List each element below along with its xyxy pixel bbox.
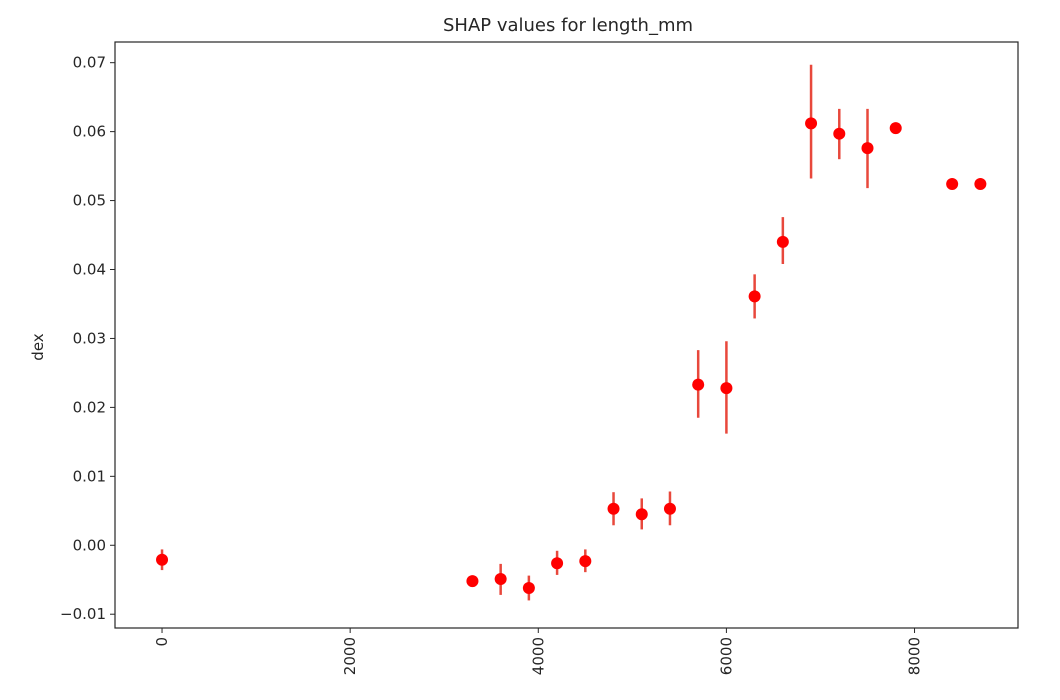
data-point (663, 502, 676, 515)
data-point (522, 582, 535, 595)
data-point (974, 178, 987, 191)
data-point (551, 557, 564, 570)
data-point (494, 573, 507, 586)
data-point (466, 575, 479, 588)
x-tick-label: 4000 (529, 637, 547, 675)
y-tick-label: 0.01 (73, 467, 106, 485)
x-tick-label: 0 (153, 637, 171, 647)
data-point (776, 235, 789, 248)
y-tick-label: −0.01 (60, 605, 106, 623)
x-tick-label: 8000 (906, 637, 924, 675)
data-point (946, 178, 959, 191)
y-tick-label: 0.05 (73, 192, 106, 210)
data-marks (156, 64, 987, 601)
data-point (579, 555, 592, 568)
data-point (692, 378, 705, 391)
data-point (861, 142, 874, 155)
data-point (635, 508, 648, 521)
y-tick-label: 0.00 (73, 536, 106, 554)
chart-title: SHAP values for length_mm (443, 15, 693, 36)
data-point (833, 127, 846, 140)
data-point (607, 502, 620, 515)
axis-ticks: 0 2000 4000 6000 8000 −0.01 0.00 0.01 0.02 0.03 0.… (60, 54, 924, 676)
x-tick-label: 6000 (717, 637, 735, 675)
x-tick-label: 2000 (341, 637, 359, 675)
y-tick-label: 0.07 (73, 54, 106, 72)
y-tick-label: 0.04 (73, 261, 106, 279)
y-tick-label: 0.02 (73, 398, 106, 416)
data-point (889, 122, 902, 135)
data-point (156, 553, 169, 566)
data-point (805, 117, 818, 130)
y-tick-label: 0.06 (73, 123, 106, 141)
data-point (748, 290, 761, 303)
plot-frame (114, 41, 1019, 629)
y-tick-label: 0.03 (73, 329, 106, 347)
data-point (720, 382, 733, 395)
y-axis-label: dex (29, 333, 47, 360)
